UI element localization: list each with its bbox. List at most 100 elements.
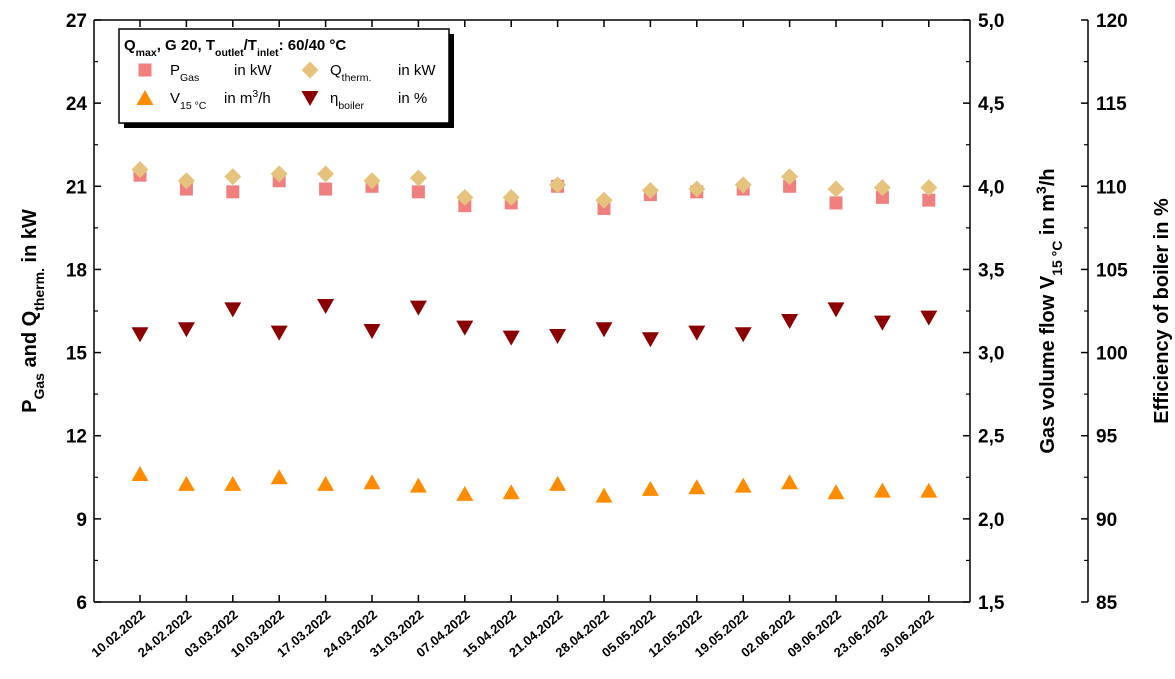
legend-title: Qmax, G 20, Toutlet/Tinlet: 60/40 °C [124, 37, 346, 59]
point-p_gas [411, 185, 425, 199]
legend-unit-v15-part: /h [258, 90, 271, 107]
series-p_gas [133, 168, 936, 215]
point-q_therm [734, 176, 752, 194]
point-v15 [781, 474, 799, 490]
legend: Qmax, G 20, Toutlet/Tinlet: 60/40 °C PGas… [118, 28, 454, 128]
point-v15 [734, 477, 752, 493]
point-eta [688, 325, 706, 341]
point-v15 [363, 474, 381, 490]
right1-tick-label: 2,0 [978, 510, 1004, 531]
legend-label-q_therm-part: therm. [342, 72, 372, 84]
series-v15 [131, 465, 938, 503]
point-q_therm [549, 176, 567, 194]
right2-axis-title-part: Efficiency of boiler in % [1151, 198, 1173, 424]
right1-tick-label: 2,5 [978, 427, 1005, 448]
legend-unit-q_therm: in kW [398, 62, 436, 79]
point-eta [734, 327, 752, 343]
right2-tick-label: 95 [1096, 427, 1118, 448]
left-tick-label: 9 [76, 510, 87, 531]
series-eta [131, 299, 938, 348]
legend-label-v15-part: V [170, 90, 180, 107]
point-eta [224, 302, 242, 318]
point-eta [409, 300, 427, 316]
right2-axis-title: Efficiency of boiler in % [1151, 198, 1173, 424]
legend-label-eta-part: boiler [338, 100, 364, 112]
legend-title-part: max [136, 47, 157, 59]
point-q_therm [688, 180, 706, 198]
right2-tick-label: 120 [1096, 11, 1128, 32]
point-v15 [688, 479, 706, 495]
point-q_therm [177, 172, 195, 190]
series-q_therm [131, 161, 938, 209]
right1-tick-label: 4,5 [978, 94, 1005, 115]
right1-tick-label: 1,5 [978, 593, 1005, 614]
right1-axis-title-part: 15 °C [1049, 241, 1065, 276]
point-v15 [224, 475, 242, 491]
point-q_therm [409, 169, 427, 187]
point-p_gas [922, 193, 936, 207]
right2-tick-label: 85 [1096, 593, 1118, 614]
point-eta [920, 310, 938, 326]
data-points-layer [131, 161, 938, 503]
left-axis-title-part: therm. [31, 268, 47, 311]
point-q_therm [131, 161, 149, 179]
point-eta [317, 299, 335, 315]
legend-unit-v15-part: 3 [252, 88, 258, 100]
legend-marker-eta [301, 91, 319, 106]
legend-title-part: outlet [215, 47, 244, 59]
point-eta [363, 323, 381, 339]
point-q_therm [363, 172, 381, 190]
point-p_gas [829, 196, 843, 210]
right1-tick-label: 4,0 [978, 177, 1004, 198]
point-v15 [920, 482, 938, 498]
right1-axis-title-part: 3 [1033, 186, 1049, 194]
left-axis-title-part: in kW [19, 209, 41, 268]
legend-unit-q_therm-part: in kW [398, 62, 436, 79]
left-axis-title: PGas and Qtherm. in kW [19, 209, 47, 413]
legend-unit-eta-part: in % [398, 90, 427, 107]
legend-marker-q_therm [301, 61, 319, 79]
left-axis-title-part: Gas [31, 373, 47, 400]
legend-title-part: /T [244, 37, 257, 54]
point-eta [502, 330, 520, 346]
right1-tick-label: 5,0 [978, 11, 1004, 32]
left-tick-label: 6 [76, 593, 87, 614]
point-v15 [317, 475, 335, 491]
legend-label-v15-part: 15 °C [180, 100, 207, 112]
legend-unit-v15: in m3/h [224, 88, 271, 107]
right1-axis-title: Gas volume flow V15 °C in m3/h [1033, 168, 1065, 453]
point-p_gas [226, 185, 240, 199]
point-eta [873, 315, 891, 331]
right2-tick-label: 115 [1096, 94, 1127, 115]
point-eta [549, 328, 567, 344]
point-p_gas [783, 179, 797, 193]
point-q_therm [920, 179, 938, 197]
left-tick-label: 18 [66, 260, 87, 281]
point-eta [595, 322, 613, 338]
point-eta [456, 320, 474, 336]
legend-title-part: , G 20, T [157, 37, 215, 54]
legend-label-p_gas-part: P [170, 62, 180, 79]
point-v15 [131, 465, 149, 481]
legend-box [118, 28, 450, 124]
legend-label-q_therm: Qtherm. [330, 62, 371, 84]
left-axis-title-part: P [19, 400, 41, 413]
legend-title-part: : 60/40 °C [279, 37, 347, 54]
right1-axis-title-part: Gas volume flow V [1037, 275, 1059, 453]
legend-label-q_therm-part: Q [330, 62, 342, 79]
point-eta [270, 325, 288, 341]
point-q_therm [270, 165, 288, 183]
right2-tick-label: 110 [1096, 177, 1127, 198]
right1-tick-label: 3,0 [978, 344, 1004, 365]
point-p_gas [319, 182, 333, 196]
point-q_therm [781, 168, 799, 186]
point-q_therm [502, 188, 520, 206]
point-eta [781, 313, 799, 329]
left-tick-label: 15 [66, 344, 88, 365]
point-v15 [873, 482, 891, 498]
legend-marker-p_gas [138, 63, 152, 77]
point-v15 [177, 475, 195, 491]
left-axis-title-part: and Q [19, 311, 41, 373]
point-q_therm [224, 168, 242, 186]
